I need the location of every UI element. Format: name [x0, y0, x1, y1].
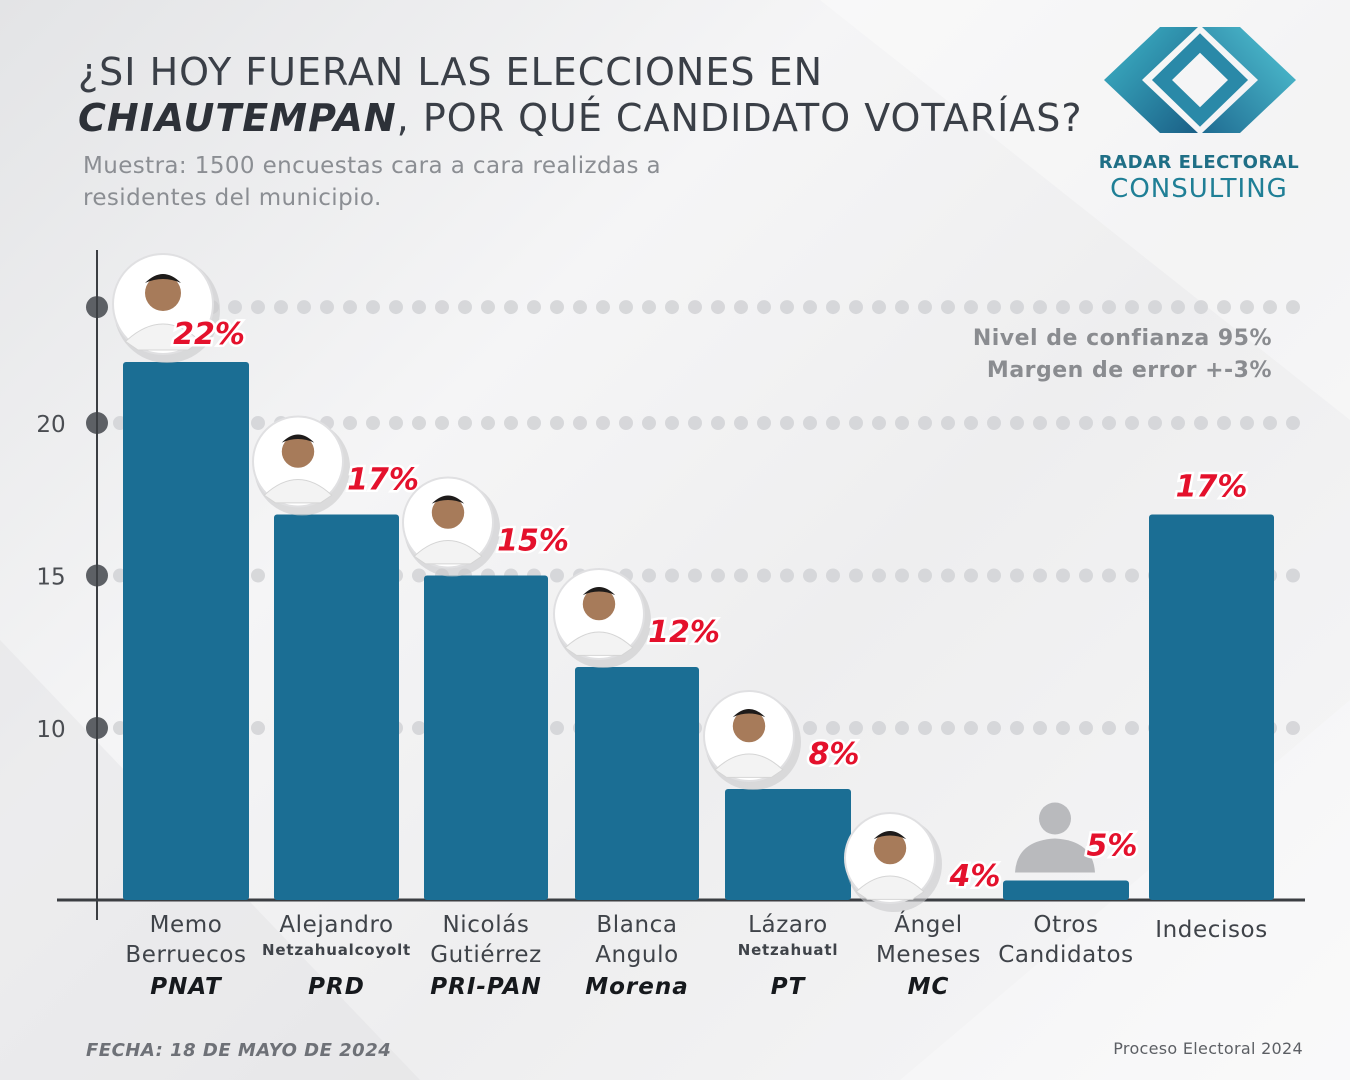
category-label-line1: Otros [1033, 912, 1099, 938]
chart-subtitle: Muestra: 1500 encuestas cara a cara real… [83, 153, 662, 211]
category-label: Nicolás Gutiérrez [401, 910, 571, 970]
category-label-line1: Memo [149, 912, 223, 938]
y-tick-label: 20 [36, 412, 65, 438]
category-label-line1: Ángel [894, 912, 963, 938]
category-label: Alejandro Netzahualcoyolt [252, 910, 422, 960]
category-label: Memo Berruecos [101, 910, 271, 970]
candidate-face [732, 709, 766, 743]
logo-name: RADAR ELECTORAL [1098, 152, 1300, 173]
candidate-hair [582, 587, 616, 596]
y-tick-label: 10 [36, 717, 65, 743]
bar [274, 514, 399, 900]
bar [1003, 880, 1129, 900]
party-label: MC [907, 974, 950, 1000]
candidate-face [582, 587, 616, 621]
party-label: PT [770, 974, 806, 1000]
generic-person-icon [1039, 802, 1071, 835]
bar [424, 575, 548, 900]
candidate-shirt [413, 540, 483, 565]
category-label: Lázaro Netzahuatl [703, 910, 873, 960]
bar [123, 362, 249, 900]
radar-electoral-logo-icon [1104, 27, 1296, 133]
category-label-line1: Lázaro [748, 912, 828, 938]
value-label: 17% [1176, 470, 1248, 505]
party-label: PRI-PAN [430, 974, 542, 1000]
candidate-hair [873, 831, 907, 840]
party-label: PNAT [150, 974, 222, 1000]
category-label-line2: Berruecos [125, 942, 247, 968]
category-label: Otros Candidatos [981, 910, 1151, 970]
candidate-shirt [124, 323, 202, 351]
category-label-line2: Netzahuatl [737, 941, 839, 959]
candidate-hair [145, 274, 181, 283]
category-label-line2: Gutiérrez [430, 942, 542, 968]
candidate-hair [281, 434, 315, 443]
candidate-face [145, 275, 181, 311]
y-tick-label: 15 [36, 565, 65, 591]
category-label: Indecisos [1127, 915, 1297, 945]
chart-title-line2: CHIAUTEMPAN, POR QUÉ CANDIDATO VOTARÍAS? [78, 96, 1083, 140]
candidate-hair [431, 495, 465, 504]
confidence-note: Nivel de confianza 95% Margen de error +… [973, 323, 1272, 387]
logo-subtitle: CONSULTING [1110, 174, 1288, 204]
candidate-shirt [855, 875, 925, 900]
value-label: 12% [648, 615, 720, 650]
candidate-shirt [263, 479, 333, 504]
category-label: Ángel Meneses [844, 910, 1014, 970]
category-label-line1: Nicolás [442, 912, 530, 938]
bar [1149, 514, 1274, 900]
candidate-face [431, 496, 465, 529]
value-label: 22% [173, 317, 245, 352]
chart-title-line1: ¿SI HOY FUERAN LAS ELECCIONES EN [78, 50, 824, 94]
category-label-line2: Candidatos [998, 942, 1134, 968]
value-label: 5% [1087, 829, 1138, 864]
category-label: Blanca Angulo [552, 910, 722, 970]
candidate-shirt [564, 631, 634, 656]
category-label-line1: Alejandro [279, 912, 394, 938]
candidate-face [281, 435, 315, 468]
generic-person-body [1015, 838, 1095, 873]
title-highlight-municipality: CHIAUTEMPAN [78, 96, 397, 140]
category-label-line1: Blanca [596, 912, 678, 938]
candidate-face [873, 831, 907, 865]
category-label-line2: Angulo [595, 942, 679, 968]
value-label: 15% [497, 524, 569, 559]
category-label-line1: Indecisos [1155, 917, 1268, 943]
category-label-line2: Meneses [875, 942, 982, 968]
value-label: 8% [809, 737, 860, 772]
party-label: PRD [308, 974, 365, 1000]
margin-of-error: Margen de error +-3% [986, 358, 1272, 383]
category-label-line2: Netzahualcoyolt [262, 941, 411, 959]
electoral-process-label: Proceso Electoral 2024 [1113, 1039, 1303, 1058]
title-line2-rest: , POR QUÉ CANDIDATO VOTARÍAS? [396, 96, 1083, 140]
candidate-shirt [714, 753, 784, 778]
bar [575, 667, 699, 900]
survey-date: FECHA: 18 DE MAYO DE 2024 [86, 1040, 392, 1061]
party-label: Morena [585, 974, 689, 1000]
candidate-hair [732, 709, 766, 718]
value-label: 4% [949, 859, 1001, 894]
bar [725, 789, 851, 900]
value-label: 17% [347, 463, 419, 498]
confidence-level: Nivel de confianza 95% [972, 326, 1272, 351]
